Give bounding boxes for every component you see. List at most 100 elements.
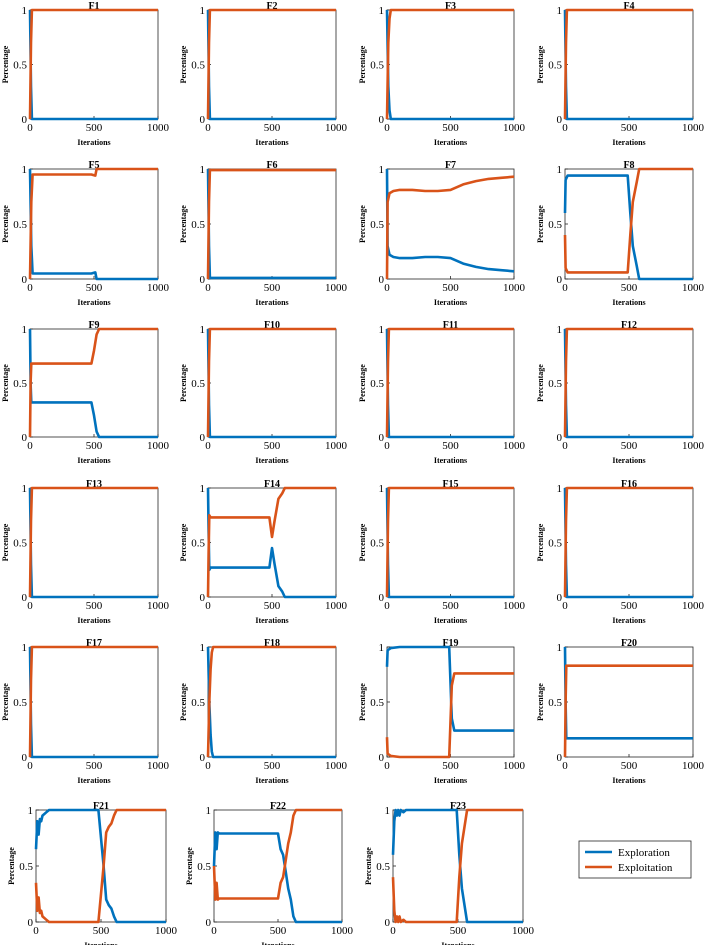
series-line-exploitation	[206, 8, 336, 120]
x-tick-label: 500	[621, 760, 638, 772]
y-axis-label: Percentage	[536, 683, 545, 721]
x-tick-label: 1000	[147, 600, 170, 612]
x-axis-label: Iterations	[255, 298, 288, 307]
series-line-exploitation	[34, 808, 166, 924]
y-tick-label: 0.5	[548, 697, 562, 709]
y-tick-label: 1	[22, 324, 28, 336]
x-tick-label: 1000	[503, 440, 526, 452]
plot-area	[207, 487, 337, 598]
y-tick-label: 0	[200, 114, 206, 126]
y-axis-label: Percentage	[179, 683, 188, 721]
plot-area	[564, 487, 694, 598]
subplot-f11: F11 0 500 1000 0 0.5 1 Iterations Percentage	[358, 320, 526, 465]
legend-box	[578, 840, 692, 879]
x-axis-label: Iterations	[77, 456, 110, 465]
x-tick-label: 0	[205, 122, 211, 134]
y-axis-label: Percentage	[7, 847, 16, 885]
x-tick-label: 1000	[325, 122, 348, 134]
plot-area	[29, 9, 159, 120]
y-axis-label: Percentage	[1, 45, 10, 83]
y-tick-label: 0.5	[13, 378, 27, 390]
plot-area	[386, 9, 515, 120]
y-axis-label: Percentage	[536, 364, 545, 402]
x-tick-label: 500	[264, 760, 281, 772]
subplot-title: F16	[621, 479, 637, 490]
series-line-exploitation	[206, 327, 336, 438]
y-axis-label: Percentage	[179, 523, 188, 561]
x-tick-label: 0	[211, 925, 217, 937]
y-tick-label: 1	[379, 5, 385, 17]
y-tick-label: 0	[379, 114, 385, 126]
x-tick-label: 500	[86, 600, 103, 612]
y-tick-label: 0	[379, 274, 385, 286]
y-axis-label: Percentage	[185, 847, 194, 885]
legend-label-exploitation: Exploitation	[618, 862, 673, 874]
y-tick-label: 0.5	[191, 697, 205, 709]
series-line-exploitation	[563, 327, 693, 438]
y-tick-label: 0.5	[197, 861, 211, 873]
y-tick-label: 1	[557, 642, 563, 654]
y-tick-label: 0.5	[191, 219, 205, 231]
y-tick-label: 1	[557, 324, 563, 336]
y-axis-label: Percentage	[1, 683, 10, 721]
x-tick-label: 0	[562, 760, 568, 772]
series-line-exploitation	[385, 672, 514, 759]
y-axis-label: Percentage	[179, 45, 188, 83]
y-tick-label: 0	[22, 432, 28, 444]
legend-label-exploration: Exploration	[618, 847, 670, 859]
subplot-title: F22	[270, 801, 286, 812]
x-tick-label: 1000	[331, 925, 354, 937]
y-axis-label: Percentage	[364, 847, 373, 885]
x-axis-label: Iterations	[255, 138, 288, 147]
y-tick-label: 1	[385, 805, 391, 817]
y-tick-label: 1	[206, 805, 212, 817]
x-tick-label: 500	[264, 282, 281, 294]
x-axis-label: Iterations	[255, 616, 288, 625]
y-tick-label: 0.5	[370, 538, 384, 550]
x-axis-label: Iterations	[612, 616, 645, 625]
y-tick-label: 0	[206, 917, 212, 929]
y-tick-label: 0	[22, 114, 28, 126]
plot-area	[29, 646, 159, 758]
y-tick-label: 0.5	[13, 219, 27, 231]
x-axis-label: Iterations	[84, 941, 117, 945]
x-tick-label: 0	[27, 122, 33, 134]
x-tick-label: 500	[621, 122, 638, 134]
y-tick-label: 0.5	[548, 378, 562, 390]
subplot-f13: F13 0 500 1000 0 0.5 1 Iterations Percentage	[1, 479, 170, 625]
plot-area	[207, 9, 337, 120]
y-tick-label: 0	[557, 592, 563, 604]
x-axis-label: Iterations	[255, 456, 288, 465]
subplot-title: F14	[264, 479, 280, 490]
x-axis-label: Iterations	[255, 776, 288, 785]
x-tick-label: 1000	[503, 760, 526, 772]
x-tick-label: 0	[562, 282, 568, 294]
y-axis-label: Percentage	[1, 523, 10, 561]
subplot-f22: F22 0 500 1000 0 0.5 1 Iterations Percentage	[185, 801, 354, 950]
plot-area	[386, 328, 515, 438]
x-tick-label: 1000	[503, 600, 526, 612]
series-line-exploitation	[385, 486, 514, 598]
series-line-exploitation	[206, 486, 336, 598]
x-tick-label: 0	[384, 122, 390, 134]
x-tick-label: 1000	[325, 600, 348, 612]
y-tick-label: 0.5	[376, 861, 390, 873]
x-tick-label: 1000	[155, 925, 178, 937]
x-tick-label: 0	[384, 600, 390, 612]
y-tick-label: 0.5	[13, 60, 27, 72]
y-axis-label: Percentage	[358, 683, 367, 721]
x-tick-label: 500	[86, 440, 103, 452]
y-tick-label: 0.5	[13, 697, 27, 709]
x-tick-label: 1000	[682, 122, 705, 134]
y-tick-label: 0	[379, 432, 385, 444]
x-tick-label: 500	[442, 600, 459, 612]
legend: Exploration Exploitation	[578, 840, 692, 879]
y-tick-label: 0.5	[370, 219, 384, 231]
subplot-f1: F1 0 500 1000 0 0.5 1 Iterations Percentage	[1, 1, 170, 147]
x-tick-label: 500	[621, 440, 638, 452]
x-tick-label: 1000	[325, 440, 348, 452]
y-tick-label: 0.5	[191, 538, 205, 550]
x-axis-label: Iterations	[612, 138, 645, 147]
series-line-exploitation	[28, 8, 158, 120]
